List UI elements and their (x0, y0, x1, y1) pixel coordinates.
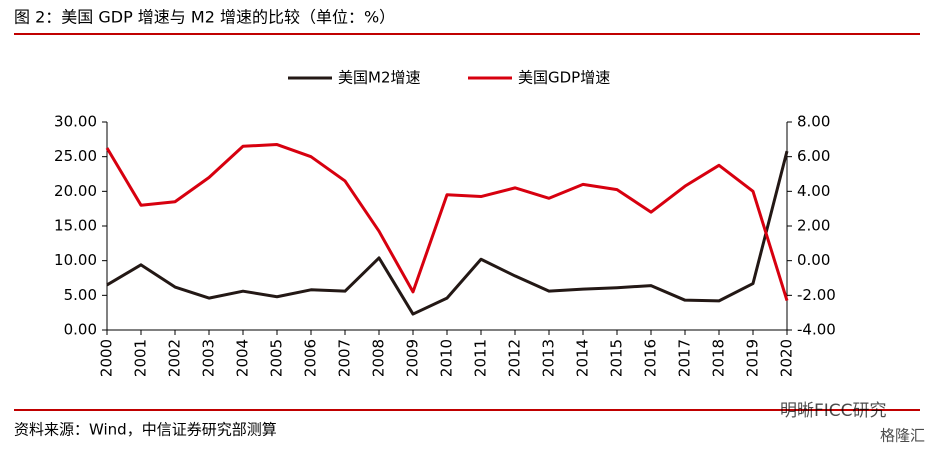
source-note: 资料来源：Wind，中信证券研究部测算 (14, 421, 277, 439)
x-tick-label: 2011 (472, 339, 490, 377)
x-tick-label: 2008 (370, 339, 388, 377)
y2-tick-label: -4.00 (797, 321, 836, 339)
x-tick-label: 2003 (200, 339, 218, 377)
watermark: 明晰FICC研究 (780, 401, 887, 421)
x-tick-label: 2017 (676, 339, 694, 377)
x-tick-label: 2016 (642, 339, 660, 377)
y-tick-label: 10.00 (54, 251, 97, 269)
y-tick-label: 5.00 (64, 286, 97, 304)
watermark: 格隆汇 (880, 427, 925, 445)
x-tick-label: 2014 (574, 339, 592, 377)
x-tick-label: 2007 (336, 339, 354, 377)
x-tick-label: 2004 (234, 339, 252, 377)
x-tick-label: 2015 (608, 339, 626, 377)
x-tick-label: 2005 (268, 339, 286, 377)
x-tick-label: 2012 (506, 339, 524, 377)
x-tick-label: 2000 (98, 339, 116, 377)
x-tick-label: 2019 (744, 339, 762, 377)
y-tick-label: 25.00 (54, 147, 97, 165)
series-line (105, 143, 789, 301)
chart-title: 图 2：美国 GDP 增速与 M2 增速的比较（单位：%） (14, 8, 395, 27)
x-tick-label: 2001 (132, 339, 150, 377)
y2-tick-label: 6.00 (797, 147, 830, 165)
x-tick-label: 2009 (404, 339, 422, 377)
x-tick-label: 2018 (710, 339, 728, 377)
y-tick-label: 30.00 (54, 113, 97, 131)
series-line (106, 150, 789, 316)
y2-tick-label: 4.00 (797, 182, 830, 200)
x-tick-label: 2020 (778, 339, 796, 377)
x-tick-label: 2006 (302, 339, 320, 377)
y2-tick-label: 8.00 (797, 113, 830, 131)
y2-tick-label: -2.00 (797, 286, 836, 304)
y-tick-label: 15.00 (54, 217, 97, 235)
x-tick-label: 2010 (438, 339, 456, 377)
legend-label: 美国GDP增速 (518, 69, 610, 87)
y-tick-label: 0.00 (64, 321, 97, 339)
y2-tick-label: 2.00 (797, 217, 830, 235)
x-tick-label: 2002 (166, 339, 184, 377)
y2-tick-label: 0.00 (797, 251, 830, 269)
x-tick-label: 2013 (540, 339, 558, 377)
y-tick-label: 20.00 (54, 182, 97, 200)
legend-label: 美国M2增速 (338, 69, 421, 87)
